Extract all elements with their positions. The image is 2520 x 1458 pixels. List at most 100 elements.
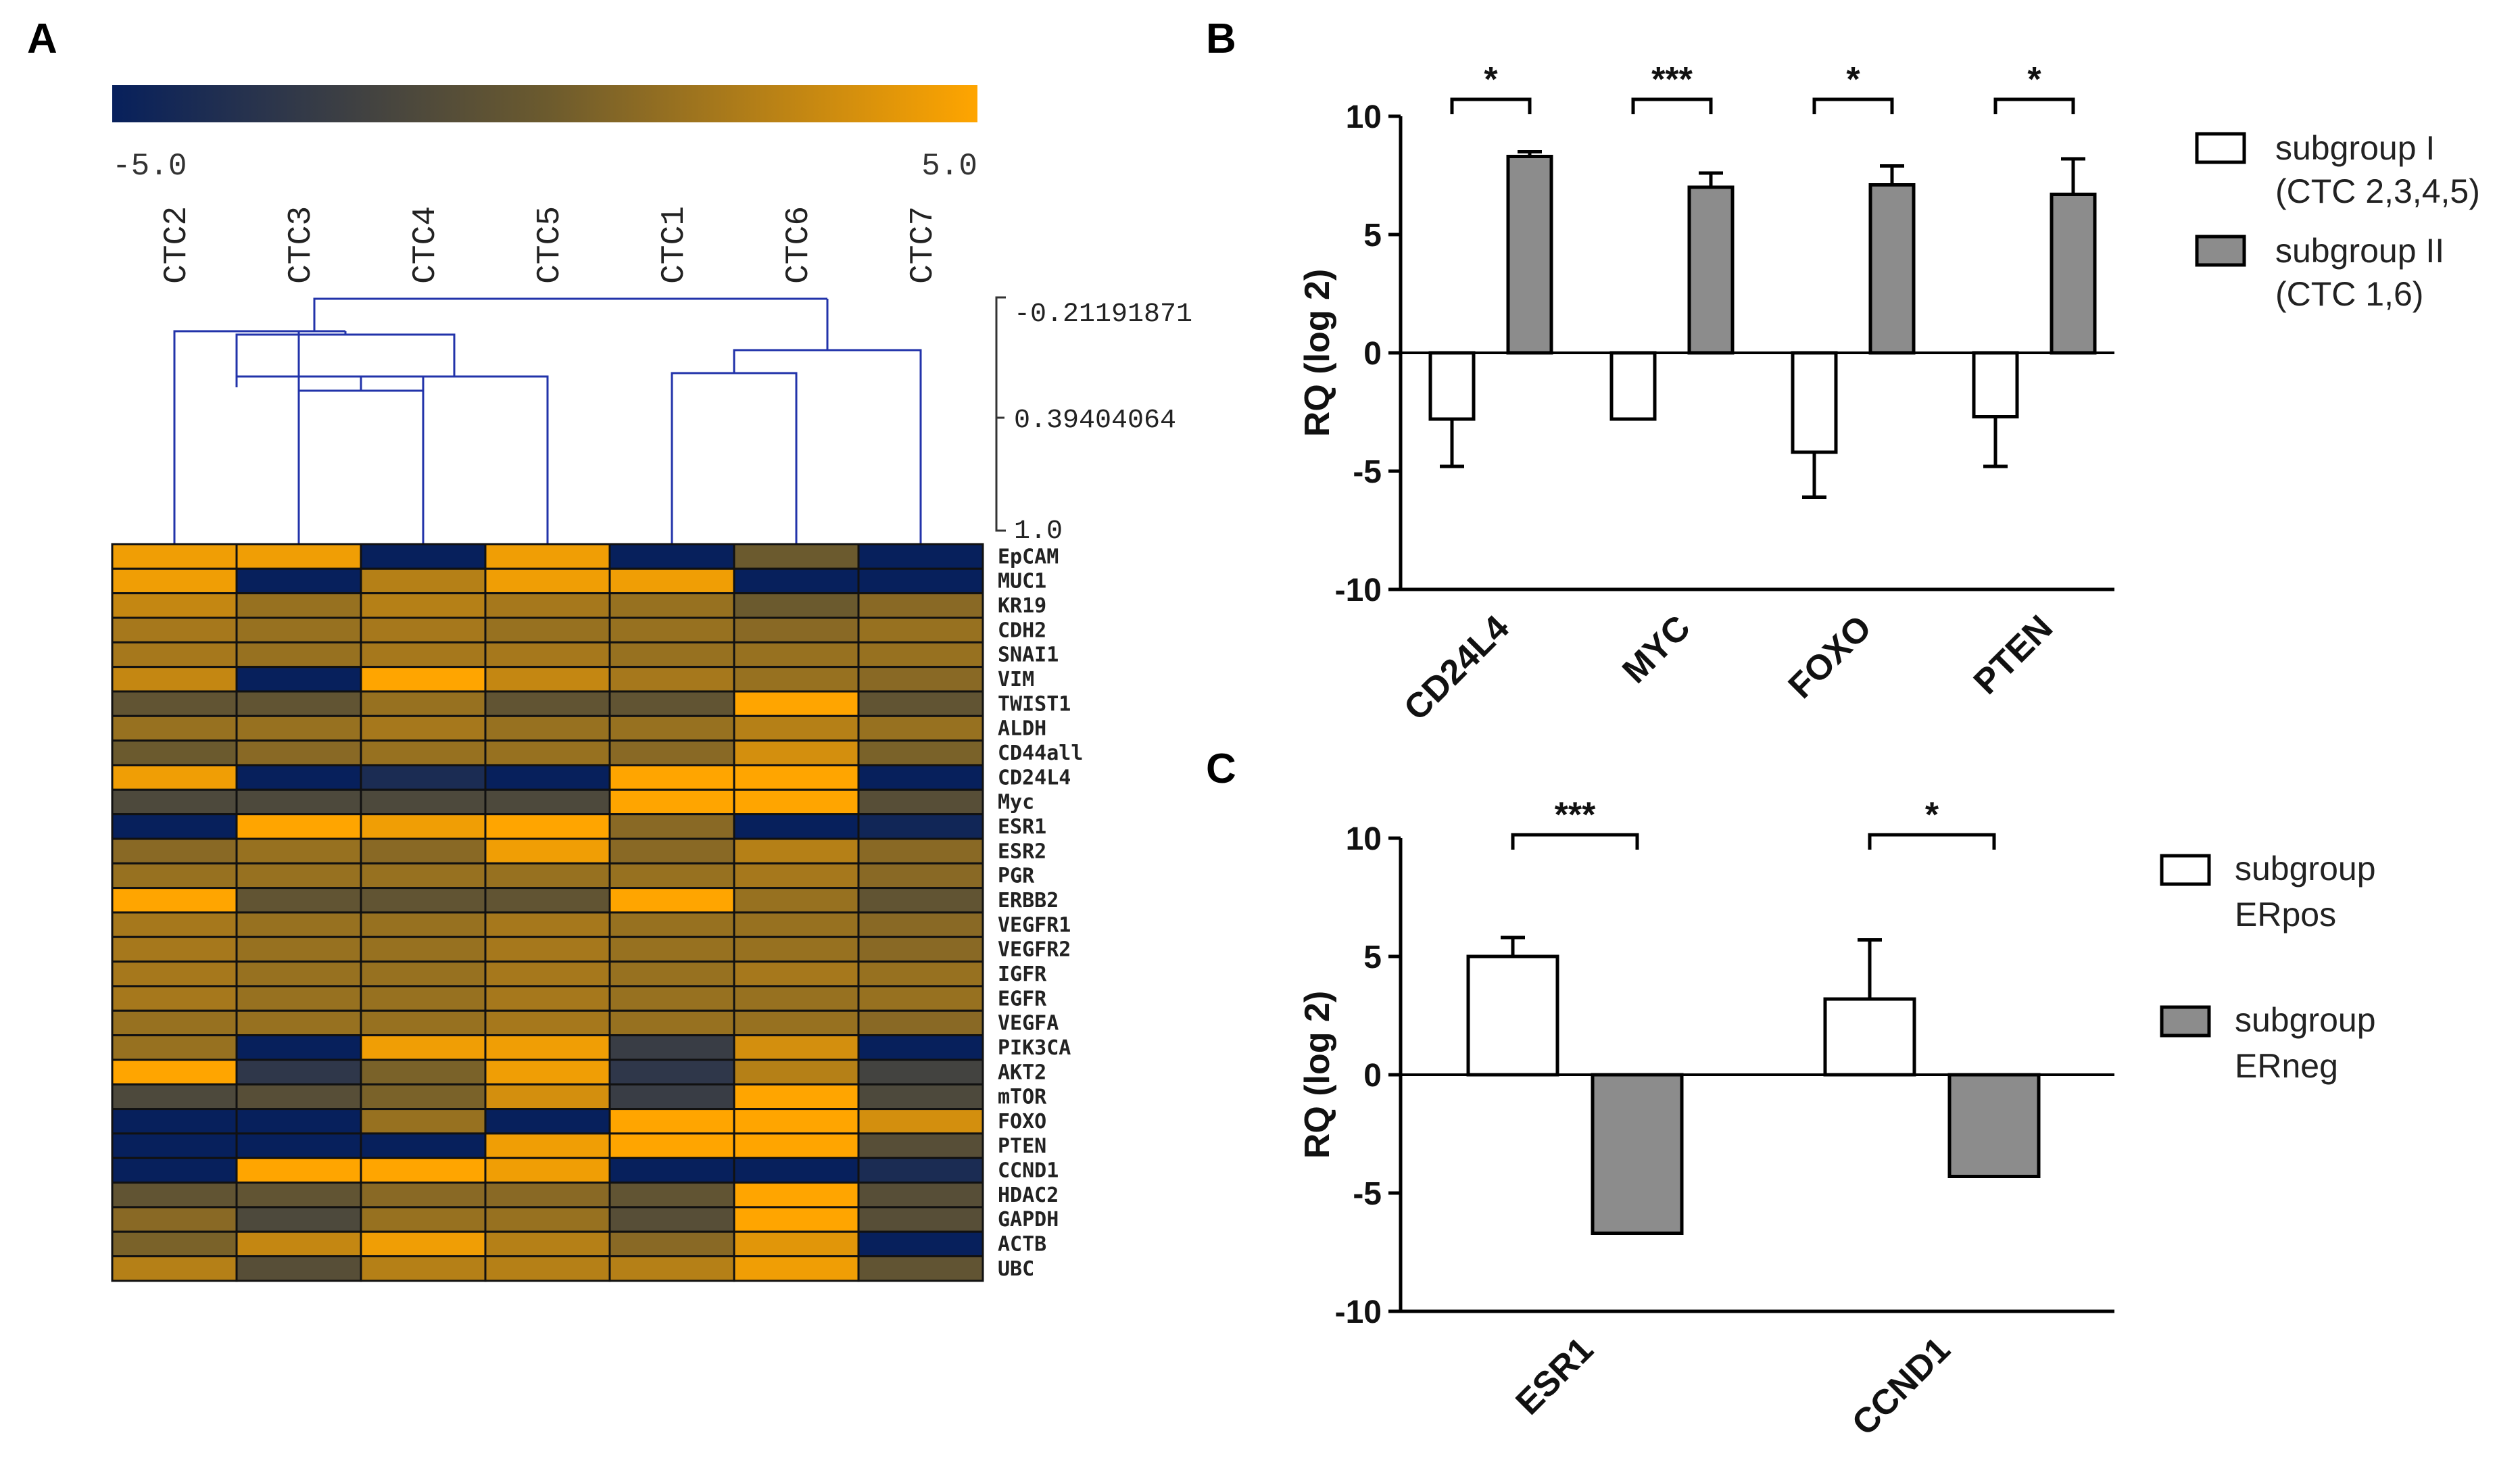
heatmap-cell xyxy=(484,1230,611,1258)
heatmap-cell xyxy=(484,764,611,791)
heatmap-cell xyxy=(360,1108,487,1135)
heatmap-cell xyxy=(608,1255,735,1282)
significance-marker: *** xyxy=(1651,60,1693,99)
heatmap-cell xyxy=(235,641,362,669)
legend-c-swatch-2 xyxy=(2160,1005,2211,1038)
significance-bracket xyxy=(1868,833,1996,850)
dendrogram-scale: -0.21191871 0.39404064 1.0 xyxy=(995,296,1192,547)
heatmap-cell xyxy=(857,837,984,865)
y-tick-label: -10 xyxy=(1335,1294,1382,1330)
heatmap-row-label: Myc xyxy=(998,791,1034,815)
panel-c: C 10 5 0 -5 -10 RQ (log 2) *** ESR1 * CCND1 subgr… xyxy=(1206,746,2376,1443)
heatmap-cell xyxy=(111,1083,238,1111)
heatmap-cell xyxy=(733,1009,860,1037)
heatmap-cell xyxy=(235,1034,362,1061)
heatmap-cell xyxy=(608,862,735,890)
legend-c-entry-1-line2: ERpos xyxy=(2235,896,2336,933)
heatmap-cell xyxy=(360,1182,487,1209)
heatmap-cell xyxy=(360,1255,487,1282)
heatmap-cell xyxy=(608,739,735,767)
heatmap-cell xyxy=(733,592,860,619)
heatmap-row-label: IGFR xyxy=(998,963,1047,986)
heatmap-cell xyxy=(484,567,611,595)
heatmap-cell xyxy=(608,813,735,840)
heatmap-cell xyxy=(608,641,735,669)
heatmap-column-label: CTC5 xyxy=(532,206,568,284)
heatmap-cell xyxy=(608,1230,735,1258)
heatmap-cell xyxy=(111,1157,238,1184)
significance-bracket xyxy=(1993,97,2075,114)
heatmap-cell xyxy=(857,1083,984,1111)
heatmap-cell xyxy=(111,887,238,914)
heatmap-row-label: PIK3CA xyxy=(998,1036,1071,1060)
heatmap-cell xyxy=(608,690,735,717)
legend-b-entry-2-line2: (CTC 1,6) xyxy=(2275,275,2423,313)
heatmap-cell xyxy=(360,1206,487,1233)
heatmap-cell xyxy=(360,1083,487,1111)
significance-marker: * xyxy=(2027,60,2041,99)
heatmap-cell xyxy=(608,1059,735,1086)
heatmap-cell xyxy=(608,911,735,938)
heatmap-cell xyxy=(111,1132,238,1159)
heatmap-row-label: VIM xyxy=(998,668,1034,691)
dendrogram xyxy=(173,297,922,544)
heatmap-cell xyxy=(111,666,238,693)
heatmap-cell xyxy=(235,543,362,570)
heatmap-cell xyxy=(360,961,487,988)
heatmap-cell xyxy=(733,788,860,816)
bar xyxy=(1591,1073,1684,1235)
heatmap-cell xyxy=(484,1132,611,1159)
colorbar-min-label: -5.0 xyxy=(112,149,187,184)
heatmap-cell xyxy=(857,1157,984,1184)
y-tick-label: 10 xyxy=(1346,821,1382,857)
heatmap-cell xyxy=(733,1034,860,1061)
heatmap-cell xyxy=(608,837,735,865)
heatmap-cell xyxy=(857,1182,984,1209)
legend-c-swatch-1 xyxy=(2160,854,2211,886)
heatmap-cell xyxy=(360,690,487,717)
heatmap-cell xyxy=(733,641,860,669)
heatmap-cell xyxy=(360,1009,487,1037)
heatmap-cell xyxy=(733,1230,860,1258)
heatmap-cell xyxy=(484,935,611,963)
heatmap-row-label: PTEN xyxy=(998,1134,1046,1158)
bar xyxy=(1506,155,1553,355)
heatmap-cell xyxy=(360,666,487,693)
heatmap-cell xyxy=(857,1255,984,1282)
bar xyxy=(2050,193,2097,355)
heatmap-cell xyxy=(484,1206,611,1233)
heatmap-cell xyxy=(733,961,860,988)
y-tick-label: 5 xyxy=(1363,940,1382,975)
y-tick-label: 5 xyxy=(1363,218,1382,253)
panel-a: A -5.0 5.0 CTC2 CTC3 CTC4 CTC5 CTC1 CTC6 CTC7 … xyxy=(27,16,1192,1282)
bar xyxy=(1868,183,1916,355)
heatmap-cell xyxy=(857,935,984,963)
heatmap-cell xyxy=(608,1108,735,1135)
heatmap-cell xyxy=(360,985,487,1012)
heatmap-cell xyxy=(733,666,860,693)
heatmap-cell xyxy=(484,813,611,840)
heatmap-cell xyxy=(235,911,362,938)
significance-marker: *** xyxy=(1555,796,1596,835)
heatmap-cell xyxy=(857,690,984,717)
heatmap-row-label: ERBB2 xyxy=(998,889,1059,913)
heatmap-cell xyxy=(733,567,860,595)
heatmap-cell xyxy=(608,961,735,988)
heatmap-cell xyxy=(111,911,238,938)
heatmap-cell xyxy=(360,616,487,643)
heatmap-cell xyxy=(235,764,362,791)
heatmap-row-label: EGFR xyxy=(998,987,1047,1011)
heatmap-cell xyxy=(484,1083,611,1111)
heatmap-cell xyxy=(484,837,611,865)
heatmap-cell xyxy=(360,887,487,914)
heatmap-cell xyxy=(111,1108,238,1135)
heatmap-cell xyxy=(733,616,860,643)
heatmap-cell xyxy=(857,567,984,595)
heatmap-cell xyxy=(733,714,860,742)
heatmap-cell xyxy=(360,592,487,619)
heatmap-row-label: UBC xyxy=(998,1257,1034,1281)
x-tick-label: CD24L4 xyxy=(1397,608,1517,728)
y-tick-label: 0 xyxy=(1363,1058,1382,1094)
heatmap-row-label: mTOR xyxy=(998,1086,1047,1109)
heatmap-cell xyxy=(608,1206,735,1233)
